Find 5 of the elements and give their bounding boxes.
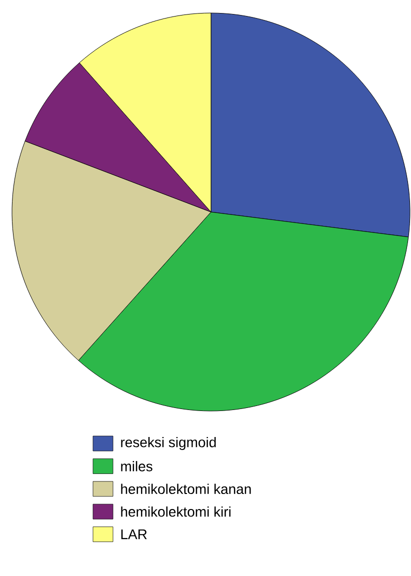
legend-label: reseksi sigmoid: [121, 436, 216, 450]
legend-label: LAR: [121, 529, 147, 540]
legend-label: miles: [121, 461, 152, 472]
legend-label: hemikolektomi kanan: [121, 484, 251, 494]
legend-label: hemikolektomi kiri: [121, 506, 230, 517]
